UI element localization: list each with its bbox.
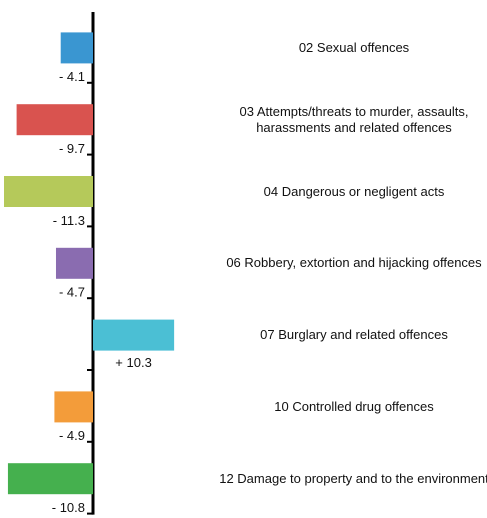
category-label: 07 Burglary and related offences	[260, 327, 448, 343]
bar	[55, 247, 93, 279]
category-label: 12 Damage to property and to the environ…	[219, 470, 487, 486]
value-label: - 9.7	[59, 141, 85, 156]
value-label: - 11.3	[53, 213, 85, 228]
value-label: - 10.8	[52, 500, 85, 515]
bar	[54, 391, 93, 423]
value-label: - 4.9	[59, 428, 85, 443]
category-label: 10 Controlled drug offences	[274, 398, 434, 414]
value-label: - 4.1	[59, 69, 85, 84]
bar	[93, 319, 175, 351]
bar	[4, 176, 93, 207]
bar	[60, 32, 93, 64]
bar	[7, 463, 94, 495]
value-label: - 4.7	[59, 285, 85, 300]
value-label: + 10.3	[115, 355, 152, 370]
category-label: 03 Attempts/threats to murder, assaults,…	[239, 103, 469, 135]
category-label: 06 Robbery, extortion and hijacking offe…	[226, 255, 482, 271]
category-label: 04 Dangerous or negligent acts	[263, 183, 445, 199]
bar	[16, 104, 94, 136]
category-label: 02 Sexual offences	[298, 39, 410, 55]
